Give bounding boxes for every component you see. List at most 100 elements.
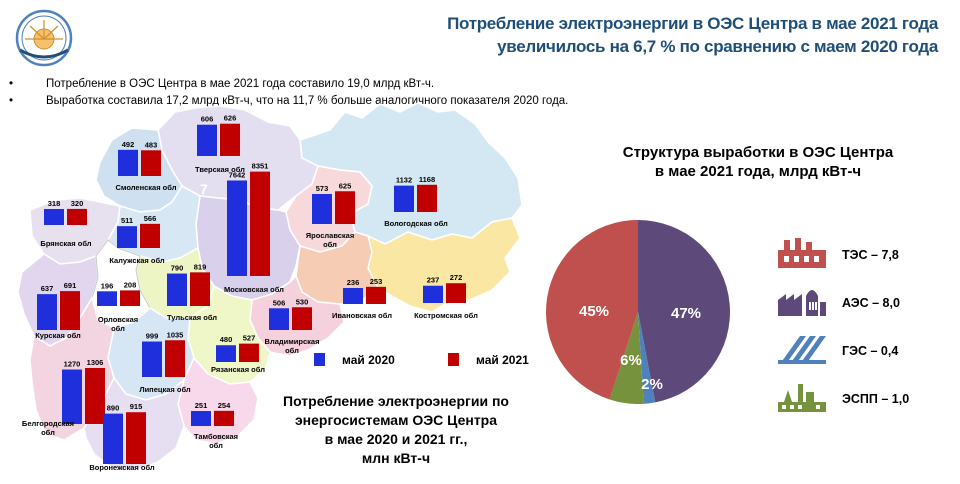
nuclear-plant-icon xyxy=(778,290,826,316)
value-label-2020: 506 xyxy=(273,298,286,307)
value-label-2020: 511 xyxy=(121,216,133,225)
plant-type-espp: ЭСПП – 1,0 xyxy=(776,380,946,420)
value-label-2021: 208 xyxy=(124,280,137,289)
region-name-label: Калужская обл xyxy=(109,256,165,265)
value-label-2021: 819 xyxy=(194,262,207,271)
bullet-generation: Выработка составила 17,2 млрд кВт-ч, что… xyxy=(6,93,568,110)
value-label-2021: 625 xyxy=(339,181,352,190)
legend-2021: май 2021 xyxy=(448,353,529,367)
value-label-2020: 237 xyxy=(427,276,440,285)
pie-label-ТЭС: 45% xyxy=(579,303,609,320)
summary-bullets: Потребление в ОЭС Центра в мае 2021 года… xyxy=(6,76,568,110)
region-name-label: Ивановская обл xyxy=(332,311,392,320)
bar-2020 xyxy=(197,124,217,156)
generation-pie-chart: 47% 2% 6% 45% xyxy=(546,220,730,404)
page-title-line2: увеличилось на 6,7 % по сравнению с маем… xyxy=(497,37,938,56)
value-label-2021: 320 xyxy=(71,199,84,208)
region-name-label: Рязанская обл xyxy=(211,365,265,374)
value-label-2021: 253 xyxy=(370,277,383,286)
bar-2021 xyxy=(67,208,87,225)
region-name-label: Тамбовская xyxy=(194,432,238,441)
pie-title-line1: Структура выработки в ОЭС Центра xyxy=(622,144,894,161)
value-label-2021: 626 xyxy=(224,114,237,123)
value-label-2021: 915 xyxy=(130,402,143,411)
value-label-2020: 236 xyxy=(347,278,360,287)
bar-2021 xyxy=(120,290,140,306)
value-label-2020: 999 xyxy=(146,332,159,341)
region-name-label: Воронежская обл xyxy=(89,463,155,472)
value-label-2021: 530 xyxy=(296,297,309,306)
bar-2021 xyxy=(335,191,355,224)
value-label-2020: 492 xyxy=(122,140,135,149)
region-name-label: Московская обл xyxy=(224,285,284,294)
value-label-2021: 1035 xyxy=(167,330,184,339)
value-label-2020: 637 xyxy=(41,284,54,293)
map-region-number: 7 xyxy=(200,181,208,197)
plant-type-ges: ГЭС – 0,4 xyxy=(776,332,946,372)
bar-2021 xyxy=(250,171,270,276)
plant-type-ges-label: ГЭС – 0,4 xyxy=(842,344,899,358)
region-name-label: Тульская обл xyxy=(167,313,217,322)
value-label-2020: 890 xyxy=(107,404,120,413)
bar-2021 xyxy=(60,291,80,330)
pie-label-АЭС: 47% xyxy=(671,305,701,322)
legend-2020-label: май 2020 xyxy=(342,353,395,367)
bar-2021 xyxy=(239,343,259,362)
bar-2021 xyxy=(85,367,105,424)
pie-slice-ТЭС xyxy=(546,220,638,400)
region-name-label: Вологодская обл xyxy=(384,219,448,228)
bar-2020 xyxy=(103,413,123,464)
bar-2021 xyxy=(190,272,210,306)
bar-2021 xyxy=(165,340,185,377)
plant-type-aes-label: АЭС – 8,0 xyxy=(842,296,900,310)
consumption-title-line3: в мае 2020 и 2021 гг., xyxy=(324,431,468,447)
region-name-label: обл xyxy=(209,441,223,450)
pie-slice-АЭС xyxy=(638,220,730,403)
bar-2020 xyxy=(118,149,138,176)
value-label-2021: 254 xyxy=(218,401,231,410)
value-label-2020: 790 xyxy=(171,264,184,273)
value-label-2021: 8351 xyxy=(252,162,269,171)
plant-type-tes: ТЭС – 7,8 xyxy=(776,236,946,276)
plant-type-aes: АЭС – 8,0 xyxy=(776,284,946,324)
value-label-2020: 480 xyxy=(220,335,233,344)
value-label-2021: 691 xyxy=(64,281,77,290)
value-label-2020: 7642 xyxy=(229,170,246,179)
legend-2021-swatch xyxy=(448,353,459,366)
region-name-label: Орловская xyxy=(98,315,138,324)
pie-slice-ГЭС xyxy=(638,312,656,404)
pie-chart-title: Структура выработки в ОЭС Центра в мае 2… xyxy=(588,143,928,181)
region-name-label: обл xyxy=(285,346,299,355)
bar-2021 xyxy=(446,283,466,303)
bar-2020 xyxy=(423,285,443,303)
bar-2020 xyxy=(312,193,332,224)
bar-2020 xyxy=(216,345,236,362)
bar-2020 xyxy=(44,209,64,225)
value-label-2021: 1168 xyxy=(419,175,435,184)
region-name-label: Курская обл xyxy=(35,331,81,340)
region-name-label: Белгородская xyxy=(22,419,74,428)
bar-2020 xyxy=(394,185,414,212)
pie-label-ЭСПП: 6% xyxy=(620,352,642,369)
bar-2020 xyxy=(269,308,289,330)
value-label-2020: 1270 xyxy=(64,360,81,369)
page-title-line1: Потребление электроэнергии в ОЭС Центра … xyxy=(447,14,938,33)
pie-label-ГЭС: 2% xyxy=(641,376,663,393)
value-label-2020: 251 xyxy=(195,401,208,410)
pie-title-line2: в мае 2021 года, млрд кВт-ч xyxy=(654,163,862,180)
legend-2020: май 2020 xyxy=(314,353,395,367)
consumption-bars: 606 626 Тверская обл 492 483 Смоленская обл 31… xyxy=(22,114,478,472)
region-name-label: Брянская обл xyxy=(40,239,91,248)
consumption-title-line2: энергосистемам ОЭС Центра xyxy=(294,412,498,428)
value-label-2021: 527 xyxy=(243,334,256,343)
plant-type-tes-label: ТЭС – 7,8 xyxy=(842,248,899,262)
region-name-label: Владимирская xyxy=(265,337,320,346)
pie-slice-ЭСПП xyxy=(609,312,644,404)
value-label-2021: 483 xyxy=(145,140,158,149)
bar-2021 xyxy=(417,184,437,212)
bar-2020 xyxy=(227,180,247,276)
region-name-label: Костромская обл xyxy=(414,311,478,320)
hydro-plant-icon xyxy=(778,336,826,364)
page-title: Потребление электроэнергии в ОЭС Центра … xyxy=(447,12,938,58)
